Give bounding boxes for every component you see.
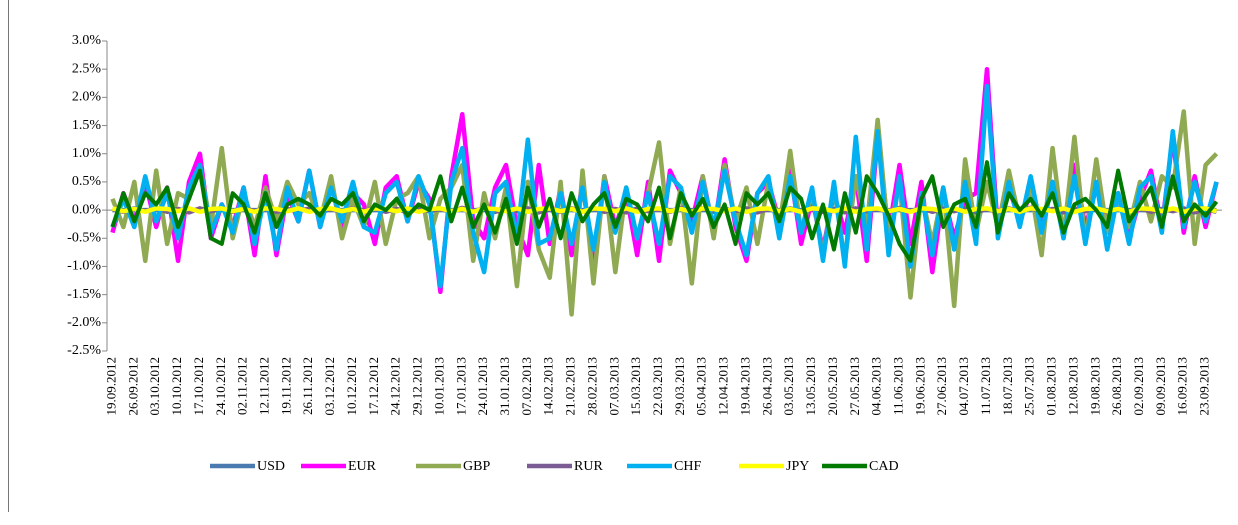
x-tick-label: 03.12.2012 — [322, 357, 337, 416]
x-tick-label: 07.03.2013 — [606, 357, 621, 416]
legend-label: USD — [257, 459, 285, 474]
y-tick-label: -2.0% — [67, 315, 101, 330]
y-tick-label: 3.0% — [72, 33, 102, 48]
x-tick-label: 19.11.2012 — [278, 357, 293, 415]
y-tick-label: 1.5% — [72, 118, 102, 133]
x-tick-label: 26.04.2013 — [759, 357, 774, 416]
x-tick-label: 04.06.2013 — [869, 357, 884, 416]
legend-label: CHF — [674, 459, 701, 474]
x-tick-label: 19.08.2013 — [1087, 357, 1102, 416]
x-tick-label: 26.08.2013 — [1109, 357, 1124, 416]
x-tick-label: 22.03.2013 — [650, 357, 665, 416]
x-tick-label: 12.04.2013 — [716, 357, 731, 416]
legend-item: USD — [210, 459, 285, 474]
x-tick-label: 02.11.2012 — [235, 357, 250, 415]
legend-label: EUR — [348, 459, 377, 474]
x-tick-label: 24.10.2012 — [213, 357, 228, 416]
x-tick-label: 03.05.2013 — [781, 357, 796, 416]
x-tick-label: 26.11.2012 — [300, 357, 315, 415]
y-tick-label: 1.0% — [72, 146, 102, 161]
x-tick-label: 28.02.2013 — [584, 357, 599, 416]
x-tick-label: 02.09.2013 — [1131, 357, 1146, 416]
x-tick-label: 12.11.2012 — [256, 357, 271, 415]
x-tick-label: 20.05.2013 — [825, 357, 840, 416]
legend-label: JPY — [786, 459, 809, 474]
x-tick-label: 19.09.2012 — [103, 357, 118, 416]
x-tick-label: 19.06.2013 — [912, 357, 927, 416]
x-tick-label: 24.12.2012 — [388, 357, 403, 416]
x-tick-label: 11.06.2013 — [891, 357, 906, 415]
x-tick-label: 14.02.2013 — [541, 357, 556, 416]
legend-item: CAD — [822, 459, 899, 474]
x-tick-label: 11.07.2013 — [978, 357, 993, 415]
y-tick-label: 2.5% — [72, 61, 102, 76]
x-tick-label: 17.10.2012 — [191, 357, 206, 416]
x-tick-label: 17.12.2012 — [366, 357, 381, 416]
x-tick-label: 27.06.2013 — [934, 357, 949, 416]
y-tick-label: 2.0% — [72, 90, 102, 105]
legend-item: RUR — [527, 459, 603, 474]
y-tick-label: -1.0% — [67, 259, 101, 274]
x-tick-label: 27.05.2013 — [847, 357, 862, 416]
x-tick-label: 17.01.2013 — [453, 357, 468, 416]
legend-label: GBP — [463, 459, 490, 474]
x-tick-label: 01.08.2013 — [1044, 357, 1059, 416]
series-line — [110, 160, 1219, 263]
x-tick-label: 31.01.2013 — [497, 357, 512, 416]
legend-item: JPY — [739, 459, 809, 474]
x-tick-label: 29.03.2013 — [672, 357, 687, 416]
x-tick-label: 13.05.2013 — [803, 357, 818, 416]
legend-item: GBP — [416, 459, 490, 474]
x-tick-label: 03.10.2012 — [147, 357, 162, 416]
y-tick-label: -0.5% — [67, 230, 101, 245]
x-tick-label: 21.02.2013 — [563, 357, 578, 416]
legend-label: CAD — [869, 459, 899, 474]
x-tick-label: 18.07.2013 — [1000, 357, 1015, 416]
x-tick-label: 04.07.2013 — [956, 357, 971, 416]
y-tick-label: -1.5% — [67, 287, 101, 302]
x-tick-label: 15.03.2013 — [628, 357, 643, 416]
legend-item: EUR — [301, 459, 377, 474]
x-tick-label: 19.04.2013 — [737, 357, 752, 416]
x-tick-label: 24.01.2013 — [475, 357, 490, 416]
y-tick-label: -2.5% — [67, 343, 101, 358]
legend-item: CHF — [627, 459, 701, 474]
legend-label: RUR — [574, 459, 603, 474]
x-tick-label: 09.09.2013 — [1153, 357, 1168, 416]
x-tick-label: 10.10.2012 — [169, 357, 184, 416]
x-tick-label: 26.09.2012 — [125, 357, 140, 416]
y-tick-label: 0.5% — [72, 174, 102, 189]
x-tick-label: 16.09.2013 — [1175, 357, 1190, 416]
x-tick-label: 07.02.2013 — [519, 357, 534, 416]
x-tick-label: 10.01.2013 — [431, 357, 446, 416]
x-tick-label: 23.09.2013 — [1197, 357, 1212, 416]
x-tick-label: 25.07.2013 — [1022, 357, 1037, 416]
x-tick-label: 10.12.2012 — [344, 357, 359, 416]
x-tick-label: 05.04.2013 — [694, 357, 709, 416]
y-tick-label: 0.0% — [72, 202, 102, 217]
x-tick-label: 12.08.2013 — [1065, 357, 1080, 416]
x-tick-label: 29.12.2012 — [410, 357, 425, 416]
